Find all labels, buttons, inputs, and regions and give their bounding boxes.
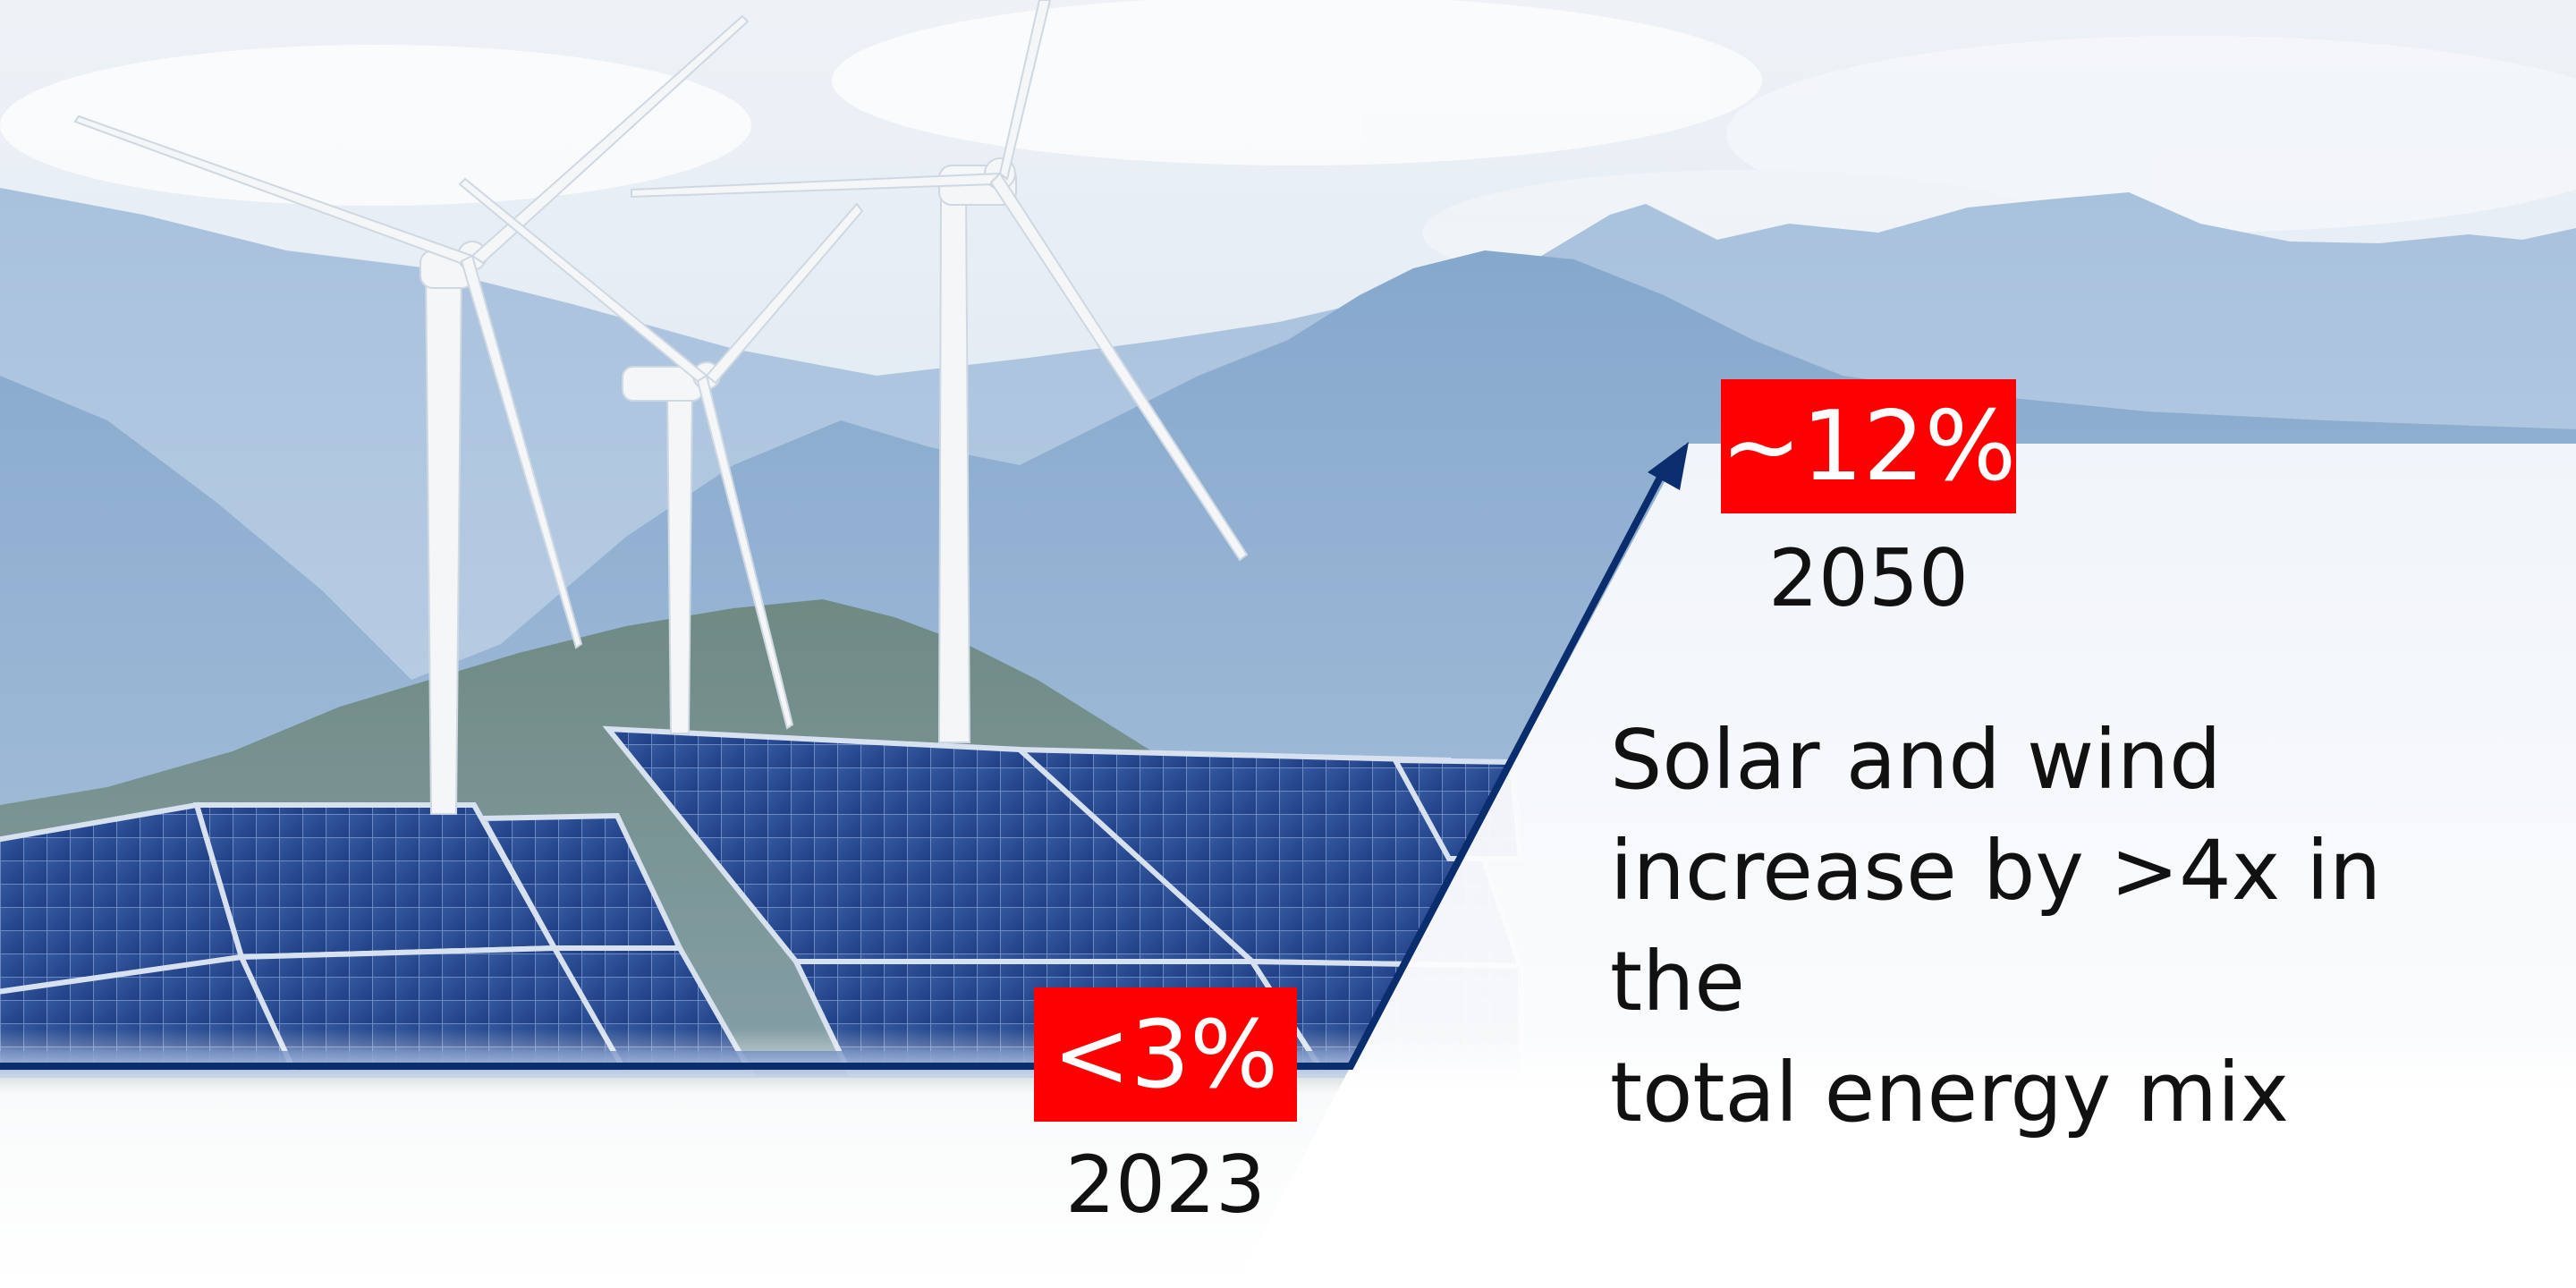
wind-turbine: [73, 14, 750, 815]
stat-badge-2050: ~12%: [1721, 379, 2016, 513]
wind-turbine: [458, 177, 864, 734]
stat-badge-2023: <3%: [1034, 987, 1297, 1122]
headline-line: Solar and wind: [1610, 712, 2222, 808]
clouds: [0, 0, 2576, 295]
arrow-up-right-icon: [1648, 442, 1689, 490]
headline: Solar and wind increase by >4x in the to…: [1610, 705, 2504, 1148]
headline-line: increase by >4x in the: [1610, 823, 2382, 1030]
year-label-2050: 2050: [1768, 532, 1969, 624]
growth-arrow: [0, 442, 1689, 1070]
wind-turbines: [73, 0, 1249, 815]
wind-turbine: [631, 0, 1249, 743]
headline-line: total energy mix: [1610, 1045, 2290, 1140]
year-label-2023: 2023: [1065, 1139, 1266, 1231]
